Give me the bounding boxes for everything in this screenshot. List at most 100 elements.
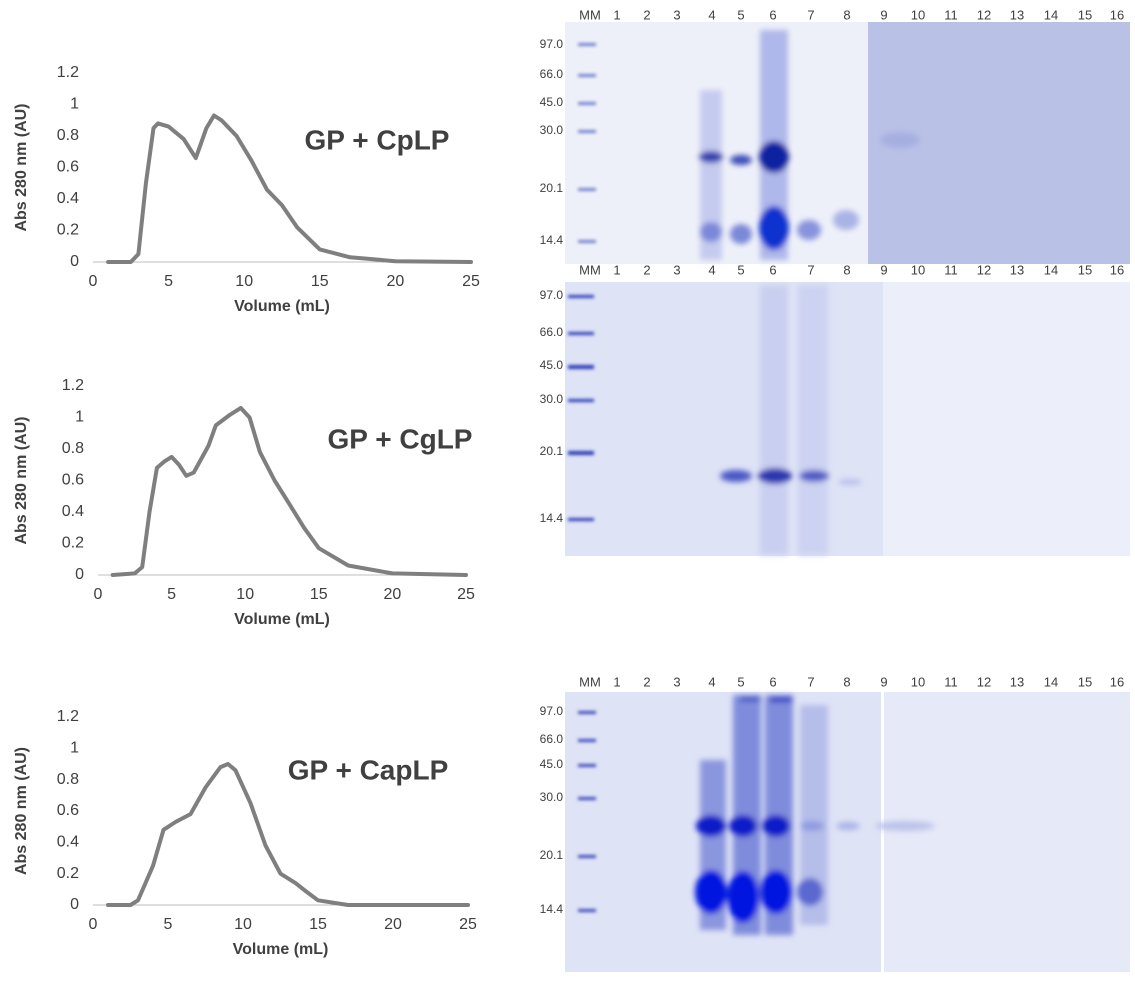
x-tick-label: 10 bbox=[236, 586, 254, 603]
marker-label: 14.4 bbox=[540, 902, 564, 916]
lane-label: MM bbox=[579, 7, 601, 22]
y-tick-label: 0.6 bbox=[62, 472, 84, 489]
lane-label: 1 bbox=[613, 262, 620, 277]
lane-label: 14 bbox=[1044, 7, 1058, 22]
lane-label: 5 bbox=[737, 674, 744, 689]
x-tick-label: 0 bbox=[94, 586, 103, 603]
lane-label: 4 bbox=[708, 262, 715, 277]
y-tick-label: 0.4 bbox=[57, 190, 79, 207]
x-tick-label: 15 bbox=[309, 916, 327, 933]
lane-label: 9 bbox=[880, 674, 887, 689]
marker-label: 30.0 bbox=[540, 790, 564, 804]
lane-label: 4 bbox=[708, 7, 715, 22]
lane-label: 7 bbox=[807, 262, 814, 277]
lane-label: 7 bbox=[807, 7, 814, 22]
y-axis-label: Abs 280 nm (AU) bbox=[13, 416, 30, 544]
lane-label: 5 bbox=[737, 7, 744, 22]
marker-label: 97.0 bbox=[540, 288, 564, 302]
marker-label: 45.0 bbox=[540, 358, 564, 372]
lane-label: MM bbox=[579, 262, 601, 277]
x-tick-label: 25 bbox=[457, 586, 475, 603]
lane-label: 9 bbox=[880, 7, 887, 22]
x-tick-label: 0 bbox=[89, 273, 98, 290]
lane-label: 8 bbox=[843, 7, 850, 22]
annotation: GP + CpLP bbox=[305, 124, 450, 155]
y-tick-label: 1 bbox=[75, 409, 84, 426]
lane-label: 13 bbox=[1010, 674, 1024, 689]
gel-labels: MM 1 2 3 4 5 6 7 8 9 10 11 12 13 14 15 1697.066.045.030.… bbox=[540, 7, 1125, 916]
marker-label: 14.4 bbox=[540, 511, 564, 525]
data-line bbox=[106, 113, 473, 264]
lane-label: 12 bbox=[977, 262, 991, 277]
y-tick-label: 0.6 bbox=[57, 159, 79, 176]
y-tick-label: 0.6 bbox=[57, 802, 79, 819]
lane-label: 11 bbox=[944, 674, 958, 689]
lane-label: 15 bbox=[1078, 7, 1092, 22]
y-tick-label: 0.4 bbox=[57, 834, 79, 851]
y-tick-label: 0 bbox=[70, 896, 79, 913]
marker-label: 66.0 bbox=[540, 732, 564, 746]
marker-label: 66.0 bbox=[540, 67, 564, 81]
line-chart: 0 0.2 0.4 0.6 0.8 1 1.2 0 5 10 15 20 25 Volume (mL) Ab… bbox=[13, 708, 477, 958]
y-tick-label: 0.8 bbox=[57, 127, 79, 144]
lane-label: 7 bbox=[807, 674, 814, 689]
data-line bbox=[106, 762, 470, 907]
lane-label: 6 bbox=[769, 262, 776, 277]
y-tick-label: 1 bbox=[70, 740, 79, 757]
lane-label: MM bbox=[579, 674, 601, 689]
lane-label: 9 bbox=[880, 262, 887, 277]
x-tick-label: 15 bbox=[311, 273, 329, 290]
lane-label: 10 bbox=[911, 674, 925, 689]
gel-image bbox=[565, 692, 1130, 972]
gel-image bbox=[565, 22, 1130, 264]
lane-label: 15 bbox=[1078, 262, 1092, 277]
lane-label: 14 bbox=[1044, 674, 1058, 689]
lane-label: 6 bbox=[769, 674, 776, 689]
lane-label: 15 bbox=[1078, 674, 1092, 689]
lane-label: 3 bbox=[673, 7, 680, 22]
line-chart: 0 0.2 0.4 0.6 0.8 1 1.2 0 5 10 15 20 25 Volume (mL) Ab… bbox=[13, 64, 480, 315]
lane-label: 4 bbox=[708, 674, 715, 689]
marker-label: 30.0 bbox=[540, 123, 564, 137]
marker-label: 66.0 bbox=[540, 325, 564, 339]
lane-label: 6 bbox=[769, 7, 776, 22]
annotation: GP + CapLP bbox=[288, 754, 449, 785]
x-tick-label: 15 bbox=[310, 586, 328, 603]
lane-label: 16 bbox=[1110, 7, 1124, 22]
marker-label: 30.0 bbox=[540, 392, 564, 406]
marker-label: 20.1 bbox=[540, 444, 564, 458]
x-tick-label: 5 bbox=[164, 916, 173, 933]
y-tick-label: 0.2 bbox=[62, 535, 84, 552]
lane-label: 3 bbox=[673, 674, 680, 689]
y-axis-label: Abs 280 nm (AU) bbox=[13, 103, 30, 231]
marker-label: 97.0 bbox=[540, 37, 564, 51]
y-tick-label: 0.8 bbox=[57, 771, 79, 788]
y-tick-label: 0.4 bbox=[62, 503, 84, 520]
lane-label: 8 bbox=[843, 674, 850, 689]
line-chart: 0 0.2 0.4 0.6 0.8 1 1.2 0 5 10 15 20 25 Volume (mL) Ab… bbox=[13, 377, 475, 628]
x-tick-label: 20 bbox=[384, 586, 402, 603]
x-tick-label: 0 bbox=[89, 916, 98, 933]
marker-label: 45.0 bbox=[540, 757, 564, 771]
lane-label: 10 bbox=[911, 7, 925, 22]
marker-label: 45.0 bbox=[540, 95, 564, 109]
lane-label: 13 bbox=[1010, 262, 1024, 277]
lane-label: 16 bbox=[1110, 262, 1124, 277]
lane-label: 1 bbox=[613, 7, 620, 22]
gel-image bbox=[565, 282, 1130, 556]
x-tick-label: 5 bbox=[164, 273, 173, 290]
lane-label: 11 bbox=[944, 262, 958, 277]
annotation: GP + CgLP bbox=[328, 423, 473, 454]
y-tick-label: 0 bbox=[75, 566, 84, 583]
marker-label: 20.1 bbox=[540, 848, 564, 862]
lane-label: 12 bbox=[977, 7, 991, 22]
x-tick-label: 5 bbox=[167, 586, 176, 603]
y-tick-label: 1 bbox=[70, 96, 79, 113]
lane-label: 8 bbox=[843, 262, 850, 277]
y-tick-label: 1.2 bbox=[62, 377, 84, 394]
lane-label: 11 bbox=[944, 7, 958, 22]
y-tick-label: 1.2 bbox=[57, 64, 79, 81]
lane-label: 14 bbox=[1044, 262, 1058, 277]
y-tick-label: 0.2 bbox=[57, 222, 79, 239]
